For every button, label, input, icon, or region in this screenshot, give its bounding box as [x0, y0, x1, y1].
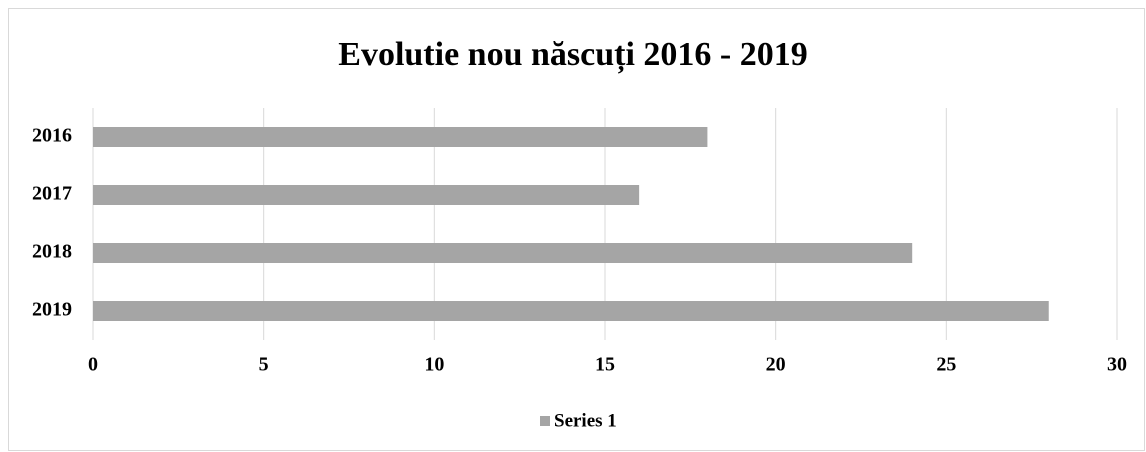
- x-tick-label: 25: [936, 354, 956, 376]
- bar: [93, 185, 640, 205]
- bar: [93, 301, 1049, 321]
- chart-title: Evolutie nou născuți 2016 - 2019: [338, 36, 807, 74]
- legend-swatch: [540, 416, 550, 426]
- x-tick-label: 0: [88, 354, 98, 376]
- bar: [93, 127, 708, 147]
- x-tick-label: 5: [259, 354, 269, 376]
- chart-border: [8, 8, 1145, 451]
- y-tick-label: 2018: [32, 241, 72, 263]
- y-tick-label: 2019: [32, 299, 72, 321]
- y-tick-label: 2016: [32, 125, 72, 147]
- x-tick-label: 30: [1107, 354, 1127, 376]
- x-tick-label: 20: [766, 354, 786, 376]
- x-tick-label: 15: [595, 354, 615, 376]
- legend-label: Series 1: [554, 410, 617, 431]
- x-tick-label: 10: [424, 354, 444, 376]
- bar: [93, 243, 913, 263]
- y-tick-label: 2017: [32, 183, 72, 205]
